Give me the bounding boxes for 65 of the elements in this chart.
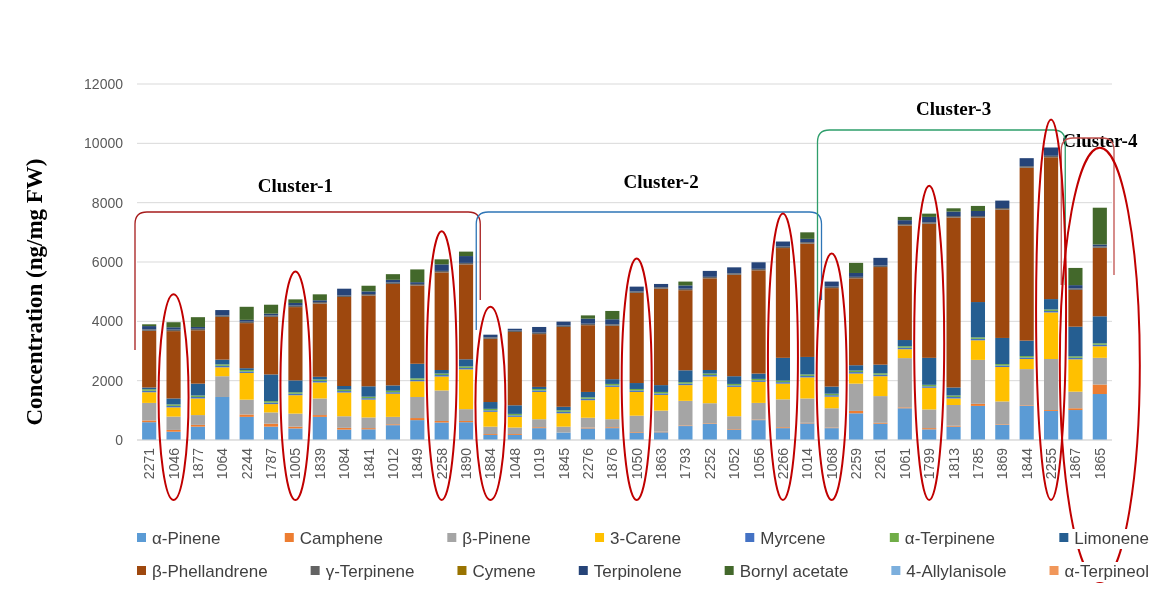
legend-label: α-Terpinene bbox=[904, 529, 995, 548]
x-tick-label: 1849 bbox=[409, 447, 426, 480]
x-tick-label: 1876 bbox=[604, 447, 621, 480]
y-tick-label: 2000 bbox=[91, 372, 124, 389]
x-tick-label: 1050 bbox=[628, 447, 645, 480]
x-tick-label: 1061 bbox=[896, 447, 913, 480]
y-tick-label: 12000 bbox=[84, 75, 124, 92]
legend-label: Terpinolene bbox=[593, 562, 682, 581]
y-tick-label: 4000 bbox=[91, 313, 124, 330]
x-tick-label: 1056 bbox=[750, 447, 767, 480]
x-tick-label: 1890 bbox=[458, 447, 475, 480]
y-axis-title: Concentration (ng/mg FW) bbox=[22, 158, 47, 426]
annotation: Cluster-1 bbox=[257, 175, 334, 196]
x-tick-label: 2258 bbox=[433, 447, 450, 480]
legend-label: 3-Carene bbox=[610, 529, 681, 548]
x-tick-label: 2244 bbox=[238, 447, 255, 480]
x-tick-label: 2276 bbox=[579, 447, 596, 480]
legend-label: γ-Terpinene bbox=[325, 562, 415, 581]
y-tick-label: 6000 bbox=[91, 253, 124, 270]
x-tick-label: 1019 bbox=[531, 447, 548, 480]
annotation: Cluster-2 bbox=[623, 171, 699, 192]
legend-label: β-Phellandrene bbox=[152, 562, 268, 581]
x-tick-label: 1046 bbox=[165, 447, 182, 480]
x-tick-label: 1787 bbox=[263, 447, 280, 480]
legend-label: Limonene bbox=[1074, 529, 1150, 548]
legend-label: Bornyl acetate bbox=[739, 562, 849, 581]
x-tick-label: 1014 bbox=[799, 447, 816, 480]
x-tick-label: 2266 bbox=[774, 447, 791, 480]
x-tick-label: 1877 bbox=[189, 447, 206, 480]
x-tick-label: 1785 bbox=[969, 447, 986, 480]
x-tick-label: 1884 bbox=[482, 447, 499, 480]
x-tick-label: 1005 bbox=[287, 447, 304, 480]
legend-label: α-Terpineol bbox=[1064, 562, 1150, 581]
x-tick-label: 1012 bbox=[384, 447, 401, 480]
y-tick-label: 8000 bbox=[91, 194, 124, 211]
x-tick-label: 2271 bbox=[141, 447, 158, 480]
x-tick-label: 1839 bbox=[311, 447, 328, 480]
x-tick-label: 1799 bbox=[921, 447, 938, 480]
x-tick-label: 1865 bbox=[1091, 447, 1108, 480]
legend-label: Camphene bbox=[299, 529, 383, 548]
x-tick-label: 1867 bbox=[1067, 447, 1084, 480]
legend-label: 4-Allylanisole bbox=[906, 562, 1007, 581]
x-tick-label: 1813 bbox=[945, 447, 962, 480]
x-tick-label: 1064 bbox=[214, 447, 231, 480]
x-tick-label: 2259 bbox=[848, 447, 865, 480]
legend-label: α-Pinene bbox=[152, 529, 221, 548]
x-tick-label: 1841 bbox=[360, 447, 377, 480]
legend-label: Cymene bbox=[472, 562, 536, 581]
x-tick-label: 2255 bbox=[1043, 447, 1060, 480]
annotation: Cluster-3 bbox=[915, 98, 992, 119]
x-tick-label: 1084 bbox=[336, 447, 353, 480]
y-tick-label: 10000 bbox=[84, 135, 124, 152]
x-tick-label: 1869 bbox=[994, 447, 1011, 480]
x-tick-label: 1863 bbox=[653, 447, 670, 480]
x-tick-label: 2261 bbox=[872, 447, 889, 480]
x-tick-label: 1052 bbox=[726, 447, 743, 480]
legend-label: β-Pinene bbox=[462, 529, 531, 548]
x-tick-label: 1048 bbox=[506, 447, 523, 480]
x-tick-label: 1793 bbox=[677, 447, 694, 480]
x-tick-label: 1068 bbox=[823, 447, 840, 480]
x-tick-label: 2252 bbox=[701, 447, 718, 480]
y-tick-label: 0 bbox=[115, 431, 124, 448]
x-tick-label: 1845 bbox=[555, 447, 572, 480]
x-tick-label: 1844 bbox=[1018, 447, 1035, 480]
legend-label: Myrcene bbox=[760, 529, 826, 548]
